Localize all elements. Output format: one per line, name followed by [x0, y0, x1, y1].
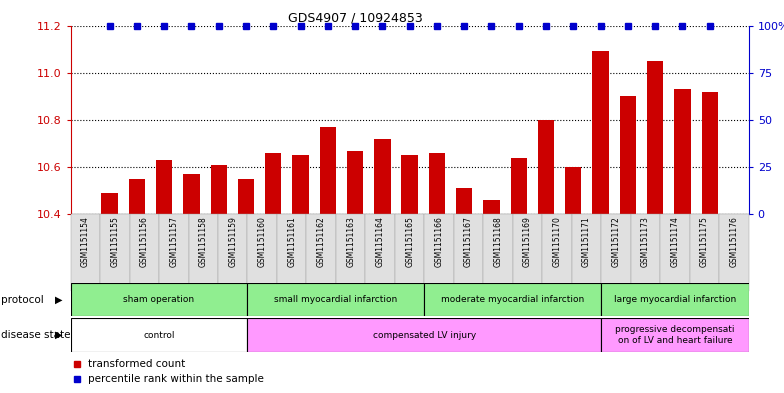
Bar — [401, 155, 418, 214]
Text: GDS4907 / 10924853: GDS4907 / 10924853 — [288, 12, 423, 25]
Text: GSM1151161: GSM1151161 — [287, 217, 296, 267]
Bar — [674, 89, 691, 214]
Bar — [336, 214, 365, 291]
Bar — [538, 120, 554, 214]
Bar — [71, 283, 248, 316]
Text: control: control — [143, 331, 175, 340]
Text: GSM1151167: GSM1151167 — [464, 217, 473, 267]
Bar — [429, 153, 445, 214]
Bar — [513, 214, 543, 291]
Bar — [660, 214, 690, 291]
Bar — [129, 179, 145, 214]
Bar — [484, 214, 513, 291]
Bar — [483, 200, 499, 214]
Bar — [702, 92, 718, 214]
Text: GSM1151171: GSM1151171 — [582, 217, 591, 267]
Bar — [248, 283, 424, 316]
Bar — [159, 214, 188, 291]
Bar — [210, 165, 227, 214]
Bar — [719, 214, 749, 291]
Text: transformed count: transformed count — [88, 358, 185, 369]
Bar — [347, 151, 363, 214]
Text: ▶: ▶ — [55, 295, 63, 305]
Bar — [647, 61, 663, 214]
Bar — [543, 214, 572, 291]
Bar — [248, 214, 277, 291]
Text: GSM1151172: GSM1151172 — [612, 217, 621, 267]
Text: GSM1151162: GSM1151162 — [317, 217, 325, 267]
Bar — [71, 214, 100, 291]
Bar — [218, 214, 248, 291]
Text: disease state: disease state — [1, 330, 71, 340]
Text: GSM1151173: GSM1151173 — [641, 217, 650, 267]
Bar — [277, 214, 307, 291]
Bar — [454, 214, 484, 291]
Bar — [631, 214, 660, 291]
Bar — [565, 167, 582, 214]
Bar — [156, 160, 172, 214]
Bar — [601, 214, 631, 291]
Text: GSM1151174: GSM1151174 — [670, 217, 680, 267]
Text: GSM1151163: GSM1151163 — [347, 217, 355, 267]
Bar — [374, 139, 390, 214]
Bar — [320, 127, 336, 214]
Bar — [307, 214, 336, 291]
Text: GSM1151160: GSM1151160 — [258, 217, 267, 267]
Text: GSM1151165: GSM1151165 — [405, 217, 414, 267]
Text: GSM1151176: GSM1151176 — [729, 217, 739, 267]
Bar — [601, 318, 749, 352]
Bar — [265, 153, 281, 214]
Text: compensated LV injury: compensated LV injury — [372, 331, 476, 340]
Bar — [424, 283, 601, 316]
Bar — [238, 179, 254, 214]
Bar — [365, 214, 395, 291]
Bar — [71, 318, 248, 352]
Bar — [456, 188, 473, 214]
Text: GSM1151169: GSM1151169 — [523, 217, 532, 267]
Text: GSM1151164: GSM1151164 — [376, 217, 385, 267]
Text: GSM1151170: GSM1151170 — [553, 217, 561, 267]
Bar — [601, 283, 749, 316]
Bar — [424, 214, 454, 291]
Bar — [690, 214, 719, 291]
Bar — [619, 96, 636, 214]
Bar — [572, 214, 601, 291]
Text: percentile rank within the sample: percentile rank within the sample — [88, 374, 263, 384]
Bar — [510, 158, 527, 214]
Bar — [593, 51, 609, 214]
Bar — [183, 174, 200, 214]
Bar — [248, 318, 601, 352]
Text: GSM1151166: GSM1151166 — [434, 217, 444, 267]
Text: GSM1151155: GSM1151155 — [111, 217, 119, 267]
Text: GSM1151159: GSM1151159 — [228, 217, 238, 267]
Bar — [129, 214, 159, 291]
Text: protocol: protocol — [1, 295, 44, 305]
Text: moderate myocardial infarction: moderate myocardial infarction — [441, 295, 584, 304]
Text: sham operation: sham operation — [123, 295, 194, 304]
Text: GSM1151154: GSM1151154 — [81, 217, 90, 267]
Text: ▶: ▶ — [55, 330, 63, 340]
Text: GSM1151175: GSM1151175 — [700, 217, 709, 267]
Bar — [292, 155, 309, 214]
Text: GSM1151168: GSM1151168 — [494, 217, 503, 267]
Text: GSM1151156: GSM1151156 — [140, 217, 149, 267]
Bar — [188, 214, 218, 291]
Bar — [100, 214, 129, 291]
Bar — [395, 214, 424, 291]
Text: large myocardial infarction: large myocardial infarction — [614, 295, 736, 304]
Bar — [101, 193, 118, 214]
Text: GSM1151157: GSM1151157 — [169, 217, 178, 267]
Text: progressive decompensati
on of LV and heart failure: progressive decompensati on of LV and he… — [615, 325, 735, 345]
Text: GSM1151158: GSM1151158 — [198, 217, 208, 267]
Text: small myocardial infarction: small myocardial infarction — [274, 295, 397, 304]
